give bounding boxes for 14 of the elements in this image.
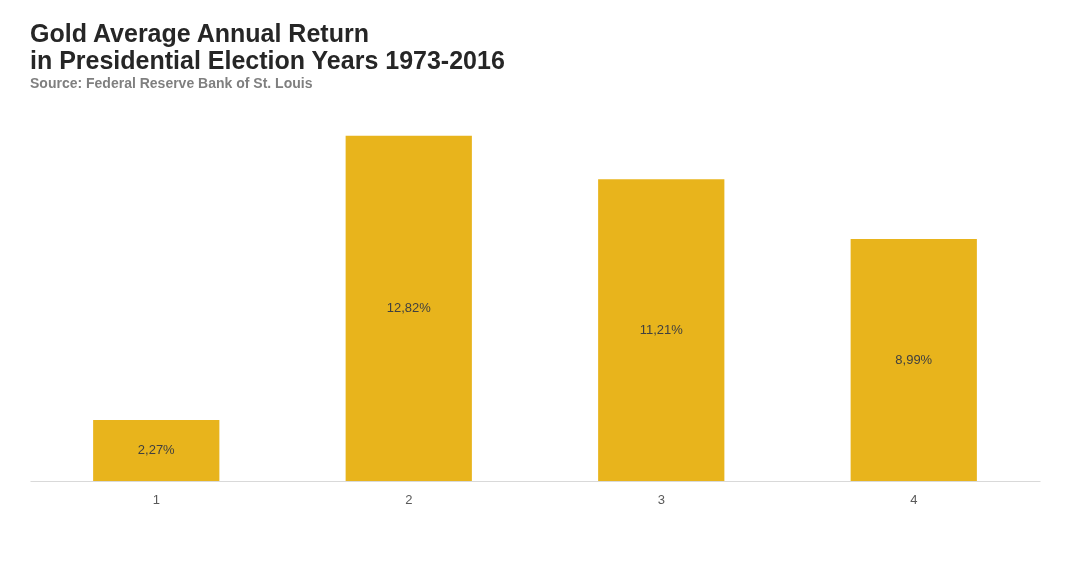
bar [93,419,220,481]
x-tick-label: 4 [910,491,918,507]
x-tick-label: 2 [405,491,413,507]
bar [598,179,725,481]
data-label: 8,99% [895,351,933,367]
bar [850,238,977,481]
data-label: 2,27% [137,442,176,458]
data-label: 12,82% [386,300,432,316]
chart-title: Gold Average Annual Return in Presidential Election Years 1973-2016 [30,19,505,74]
data-label: 11,21% [639,322,684,338]
x-tick-label: 1 [152,491,160,507]
chart-subtitle: Source: Federal Reserve Bank of St. Louis [30,75,313,91]
bar [345,135,472,481]
x-tick-label: 3 [657,491,665,507]
